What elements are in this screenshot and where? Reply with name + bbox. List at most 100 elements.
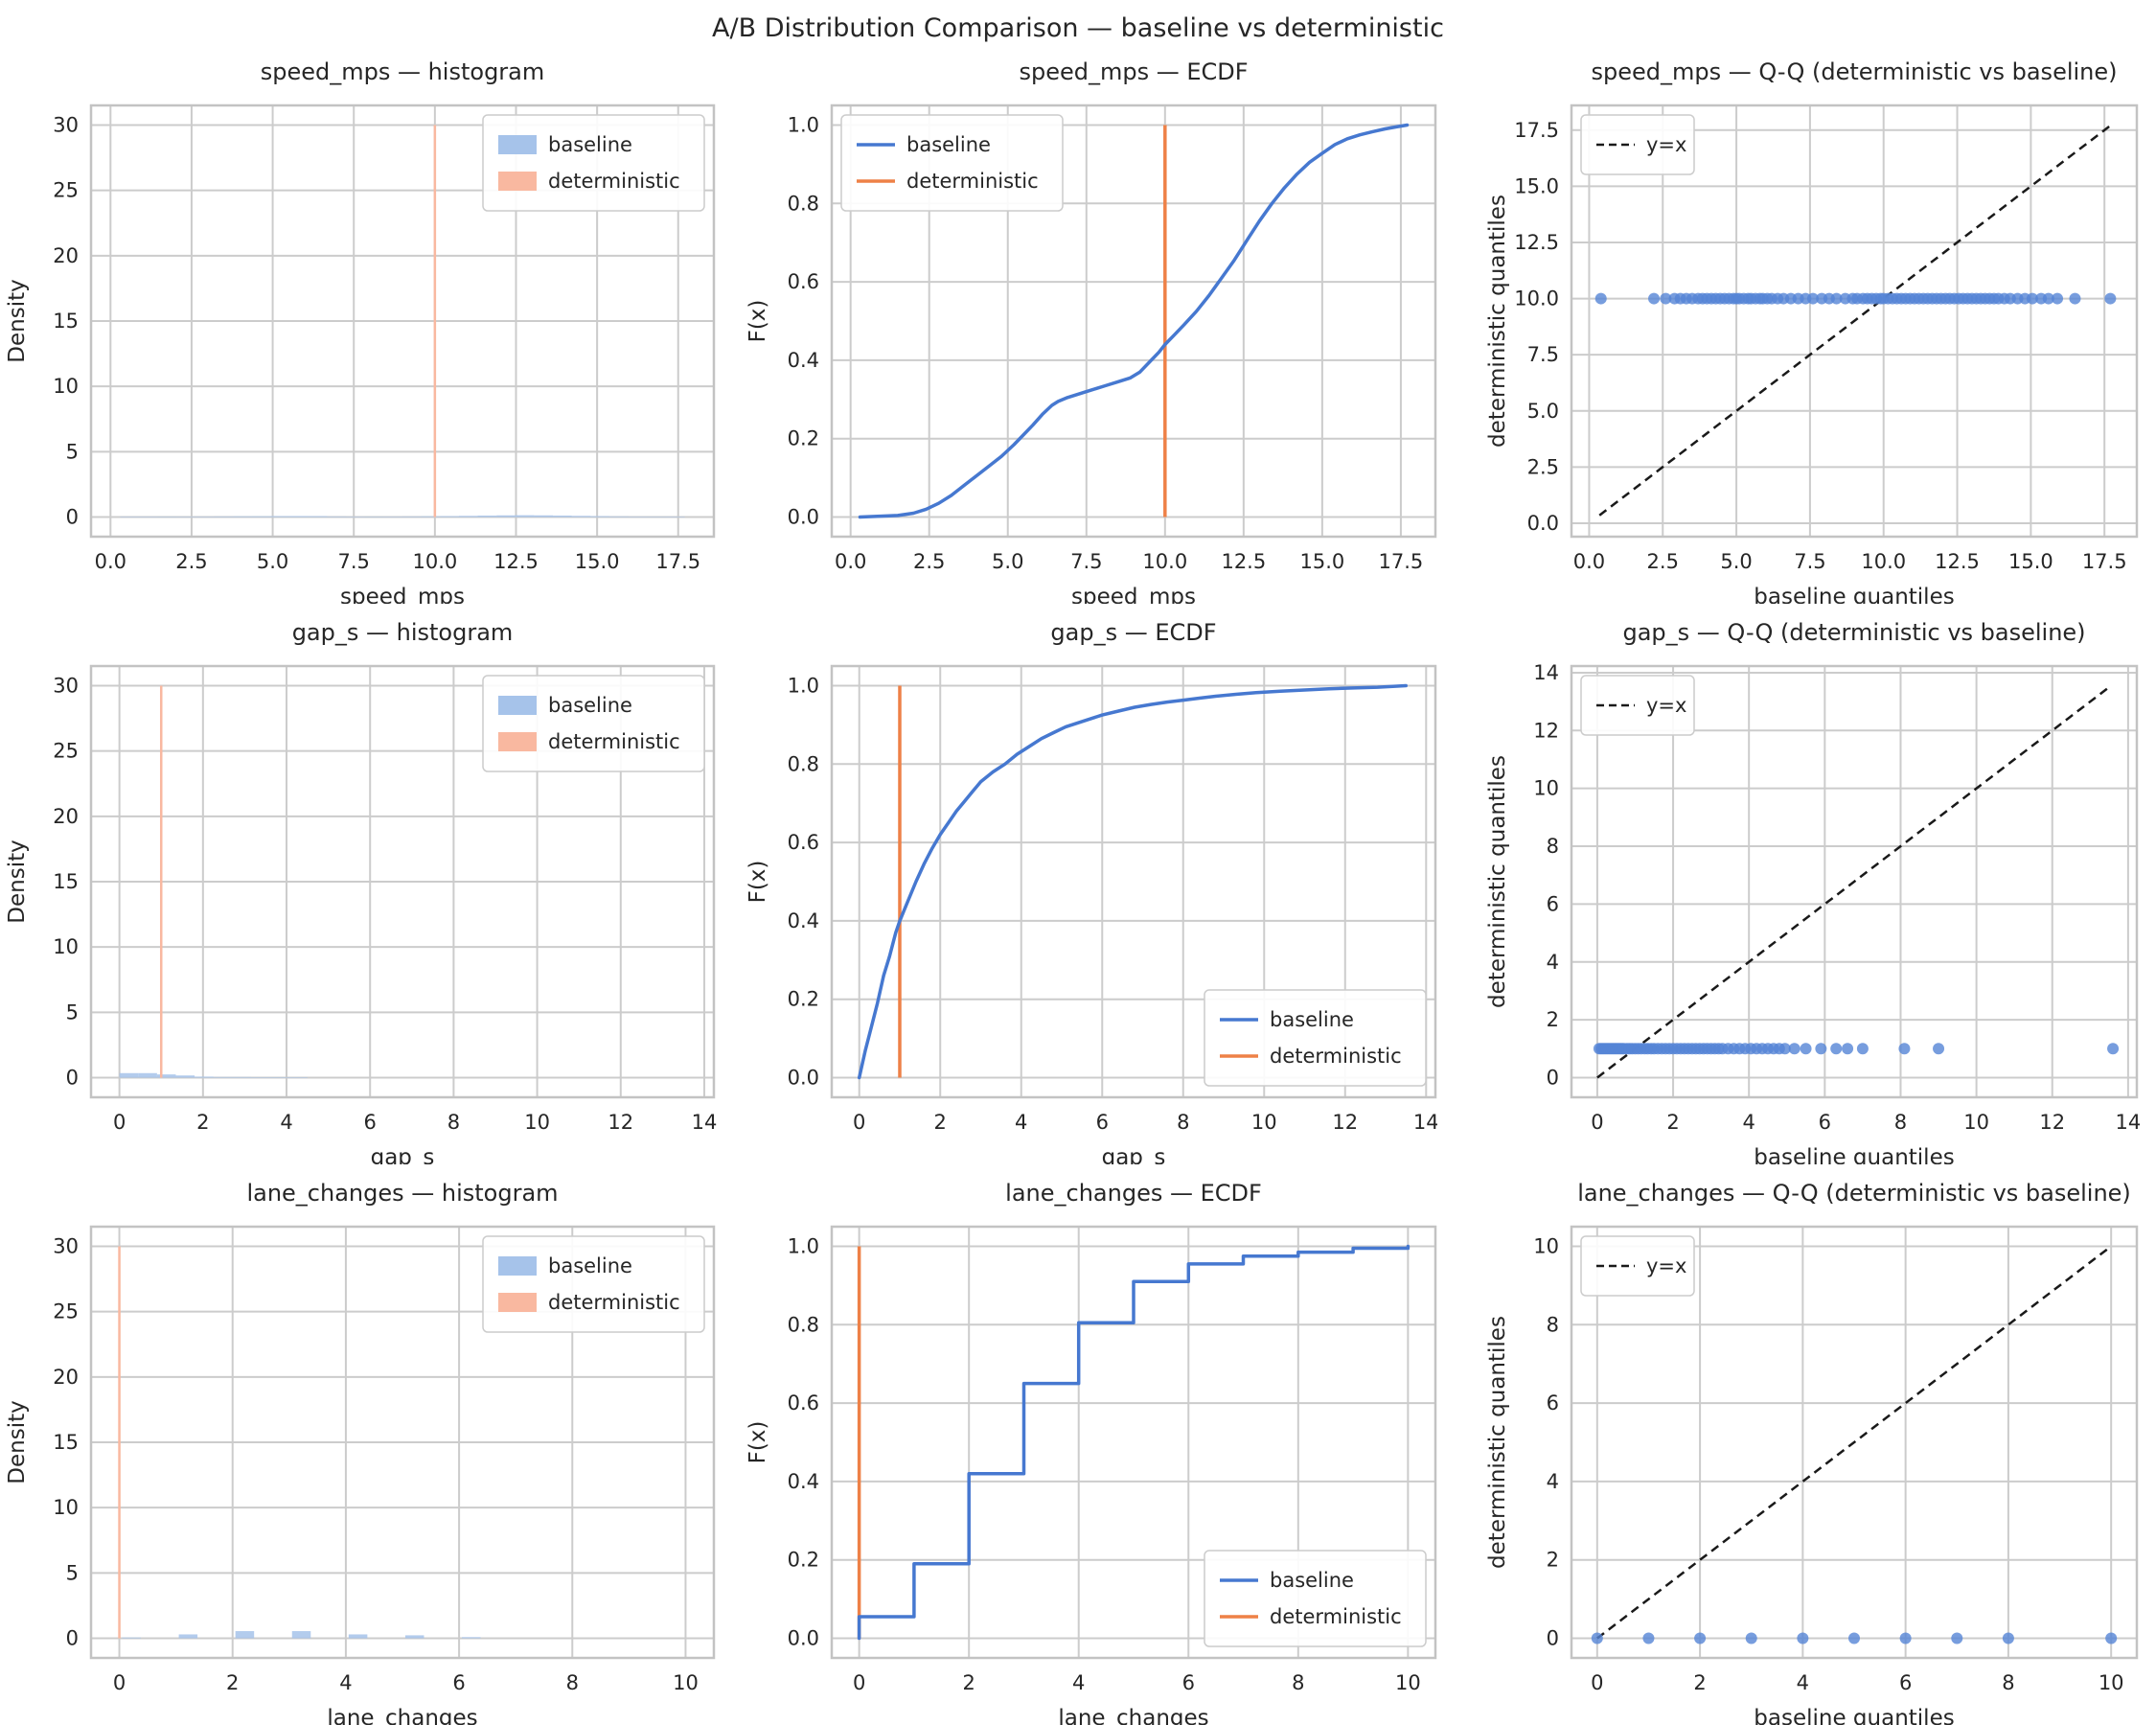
svg-text:5: 5	[66, 1561, 79, 1584]
gap-qq-canvas: gap_s — Q-Q (deterministic vs baseline) 0…	[1485, 619, 2141, 1164]
qq-scatter-points	[1591, 1632, 2118, 1644]
svg-text:6: 6	[1096, 1111, 1109, 1134]
subplot-title: speed_mps — ECDF	[1019, 58, 1248, 85]
svg-text:14: 14	[1413, 1111, 1437, 1134]
y-axis-label: deterministic quantiles	[1485, 195, 1510, 448]
svg-text:0.0: 0.0	[1527, 512, 1559, 535]
svg-text:0.8: 0.8	[788, 752, 819, 775]
gridlines	[1571, 666, 2137, 1097]
svg-text:30: 30	[53, 113, 79, 136]
svg-text:2.5: 2.5	[1527, 455, 1559, 478]
axes-spine	[89, 104, 716, 539]
svg-text:1.0: 1.0	[788, 1234, 819, 1257]
tick-labels: 0 2 4 6 8 10 0.0 0.2 0.4 0.6 0.8 1.0	[788, 1234, 1421, 1694]
subplot-title: lane_changes — ECDF	[1005, 1180, 1262, 1207]
svg-text:0.8: 0.8	[788, 192, 819, 215]
svg-text:4: 4	[1072, 1671, 1085, 1694]
svg-text:8: 8	[566, 1671, 579, 1694]
legend-label: y=x	[1646, 1254, 1686, 1277]
svg-text:0: 0	[66, 1627, 79, 1650]
legend-label: deterministic	[1270, 1605, 1402, 1628]
svg-text:25: 25	[53, 740, 79, 763]
subplot-gap-histogram: gap_s — histogram 0 2 4 6 8 10 12 14 0 5 10 15 20 25 30…	[0, 604, 719, 1164]
baseline-ecdf-line	[857, 683, 1408, 1080]
svg-text:2.5: 2.5	[913, 550, 945, 573]
svg-text:20: 20	[53, 805, 79, 828]
svg-text:2: 2	[196, 1111, 209, 1134]
svg-text:17.5: 17.5	[2082, 550, 2127, 573]
svg-text:15.0: 15.0	[1299, 550, 1344, 573]
subplot-speed-ecdf: speed_mps — ECDF 0.0 2.5 5.0 7.5 10.0 12.5 15.0…	[719, 43, 1437, 604]
subplot-title: speed_mps — histogram	[261, 58, 545, 85]
svg-text:2: 2	[934, 1111, 947, 1134]
x-axis-label: gap_s	[371, 1145, 435, 1164]
legend-label: y=x	[1646, 694, 1686, 717]
axes-spine	[830, 104, 1437, 539]
svg-text:12: 12	[1332, 1111, 1358, 1134]
y-axis-label: Density	[5, 1400, 30, 1484]
svg-text:12: 12	[1533, 719, 1559, 742]
svg-text:25: 25	[53, 179, 79, 202]
subplot-gap-ecdf: gap_s — ECDF 0 2 4 6 8 10 12 14 0.0 0.2 0.4 0.6 0.8 1.…	[719, 604, 1437, 1164]
legend-label: baseline	[1270, 1008, 1354, 1031]
svg-text:14: 14	[1533, 661, 1559, 684]
subplot-lane-histogram: lane_changes — histogram 0 2 4 6 8 10 0 5 10 15 20 2…	[0, 1164, 719, 1725]
svg-text:10.0: 10.0	[1142, 550, 1187, 573]
svg-text:0.2: 0.2	[788, 427, 819, 450]
svg-text:10: 10	[524, 1111, 550, 1134]
svg-text:14: 14	[692, 1111, 718, 1134]
data-layer	[1593, 684, 2120, 1079]
svg-text:0: 0	[1547, 1066, 1559, 1089]
legend: baseline deterministic	[1204, 989, 1427, 1087]
svg-text:0.0: 0.0	[788, 1627, 819, 1650]
y-axis-label: Density	[5, 840, 30, 923]
svg-text:5.0: 5.0	[1720, 550, 1752, 573]
subplot-title: gap_s — Q-Q (deterministic vs baseline)	[1622, 619, 2085, 646]
svg-text:0.4: 0.4	[788, 1470, 819, 1493]
svg-text:17.5: 17.5	[1514, 119, 1559, 142]
lane-histogram-canvas: lane_changes — histogram 0 2 4 6 8 10 0 5 10 15 20 2…	[5, 1180, 716, 1725]
y-axis-label: Density	[5, 279, 30, 362]
subplot-speed-qq: speed_mps — Q-Q (deterministic vs baseli…	[1437, 43, 2156, 604]
svg-text:10.0: 10.0	[1861, 550, 1906, 573]
svg-text:0: 0	[1547, 1627, 1559, 1650]
axes-spine	[1570, 1225, 2139, 1660]
svg-text:0: 0	[853, 1111, 865, 1134]
svg-text:2.5: 2.5	[175, 550, 207, 573]
svg-text:2: 2	[1693, 1671, 1706, 1694]
axes-spine	[830, 664, 1437, 1099]
svg-text:8: 8	[2002, 1671, 2014, 1694]
qq-scatter-points	[1593, 1043, 2120, 1055]
legend-label: deterministic	[548, 730, 680, 753]
baseline-ecdf-steps	[857, 1244, 1411, 1641]
svg-text:8: 8	[1292, 1671, 1304, 1694]
svg-text:0: 0	[113, 1671, 126, 1694]
svg-text:12.5: 12.5	[1514, 231, 1559, 254]
svg-text:0: 0	[853, 1671, 865, 1694]
svg-text:0: 0	[1591, 1671, 1603, 1694]
subplot-title: lane_changes — Q-Q (deterministic vs bas…	[1577, 1180, 2131, 1207]
svg-text:10: 10	[53, 935, 79, 958]
baseline-histogram-bars	[119, 1072, 308, 1078]
svg-text:25: 25	[53, 1300, 79, 1323]
svg-text:1.0: 1.0	[788, 674, 819, 697]
tick-labels: 0.0 2.5 5.0 7.5 10.0 12.5 15.0 17.5 0.0 2.5 5.0 7.5…	[1514, 119, 2126, 573]
svg-text:10.0: 10.0	[412, 550, 457, 573]
axes-spine	[1570, 104, 2139, 539]
qq-scatter-points	[1594, 292, 2117, 305]
y-axis-label: F(x)	[745, 861, 770, 904]
gridlines	[832, 666, 1435, 1097]
identity-line	[1596, 1245, 2112, 1640]
axes-spine	[1570, 664, 2139, 1099]
svg-text:1.0: 1.0	[788, 113, 819, 136]
svg-text:10: 10	[1395, 1671, 1421, 1694]
svg-text:2: 2	[1547, 1549, 1559, 1572]
svg-text:0.4: 0.4	[788, 349, 819, 372]
svg-text:0.2: 0.2	[788, 1549, 819, 1572]
x-axis-label: speed_mps	[1071, 585, 1196, 604]
svg-text:5.0: 5.0	[1527, 400, 1559, 423]
speed-ecdf-canvas: speed_mps — ECDF 0.0 2.5 5.0 7.5 10.0 12.5 15.0…	[745, 58, 1437, 604]
legend-label: baseline	[548, 694, 632, 717]
legend-swatch-baseline	[498, 135, 537, 154]
subplot-lane-qq: lane_changes — Q-Q (deterministic vs bas…	[1437, 1164, 2156, 1725]
